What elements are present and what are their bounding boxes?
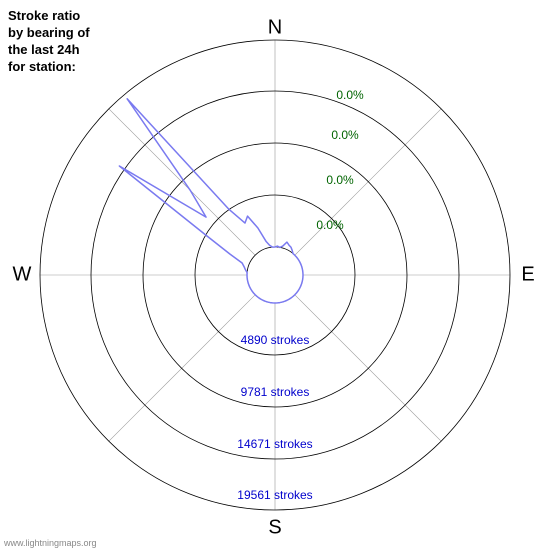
upper-ring-label: 0.0% xyxy=(331,128,358,142)
lower-ring-label: 4890 strokes xyxy=(241,333,310,347)
lower-ring-label: 19561 strokes xyxy=(237,488,312,502)
polar-chart xyxy=(0,0,550,550)
compass-w: W xyxy=(13,264,32,287)
lower-ring-label: 9781 strokes xyxy=(241,385,310,399)
compass-n: N xyxy=(268,17,282,40)
compass-s: S xyxy=(268,517,281,540)
upper-ring-label: 0.0% xyxy=(316,218,343,232)
attribution: www.lightningmaps.org xyxy=(4,538,97,548)
upper-ring-label: 0.0% xyxy=(326,173,353,187)
lower-ring-label: 14671 strokes xyxy=(237,437,312,451)
compass-e: E xyxy=(521,264,534,287)
upper-ring-label: 0.0% xyxy=(336,88,363,102)
chart-title: Stroke ratio by bearing of the last 24h … xyxy=(8,8,90,76)
